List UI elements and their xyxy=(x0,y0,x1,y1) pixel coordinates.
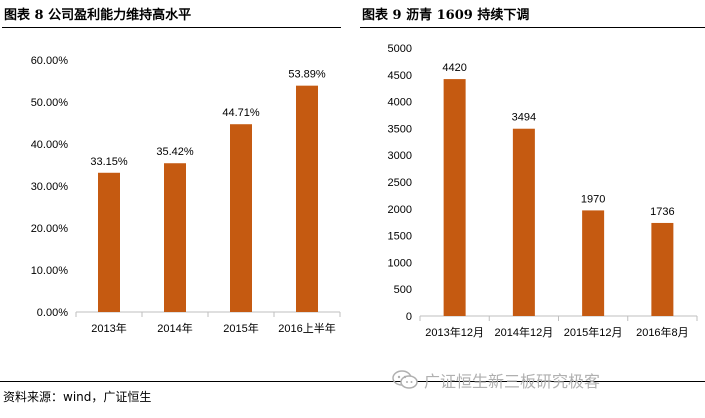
source-note: 资料来源：wind，广证恒生 xyxy=(3,390,152,404)
left-chart-bar xyxy=(98,172,120,312)
left-chart-y-tick-label: 40.00% xyxy=(31,139,69,151)
right-chart-y-tick-label: 3500 xyxy=(388,123,412,135)
right-chart-y-tick-label: 1000 xyxy=(388,257,412,269)
watermark-text: 广证恒生新三板研究极客 xyxy=(424,372,601,391)
left-chart-x-tick-label: 2014年 xyxy=(157,321,192,335)
right-chart-bar xyxy=(512,128,535,316)
left-chart-bar xyxy=(296,85,318,312)
figure-8-title: 图表 8 公司盈利能力维持高水平 xyxy=(4,8,192,23)
right-chart-data-label: 1970 xyxy=(581,193,605,205)
right-chart-y-tick-label: 2000 xyxy=(388,204,412,216)
right-chart-bar xyxy=(443,79,466,316)
left-chart-x-tick-label: 2013年 xyxy=(91,321,126,335)
right-chart-bar xyxy=(651,222,674,316)
right-chart-x-tick-label: 2016年8月 xyxy=(636,325,689,339)
asphalt-price-bar-chart: 0 500 1000 1500 2000 2500 3000 3500 4000 4500 5000… xyxy=(388,43,698,339)
wechat-icon xyxy=(392,370,418,389)
watermark: 广证恒生新三板研究极客 xyxy=(392,368,600,392)
right-chart-x-tick-label: 2014年12月 xyxy=(495,325,554,339)
left-chart-y-tick-label: 20.00% xyxy=(31,223,69,235)
right-chart-data-label: 3494 xyxy=(512,112,536,124)
right-chart-data-label: 4420 xyxy=(442,62,466,74)
left-chart-data-label: 35.42% xyxy=(156,146,194,158)
left-chart-bar xyxy=(230,124,252,312)
right-chart-y-tick-label: 1500 xyxy=(388,231,412,243)
title-underline-left xyxy=(2,27,341,28)
left-chart-y-tick-label: 60.00% xyxy=(31,55,69,67)
left-chart-y-tick-label: 30.00% xyxy=(31,181,69,193)
right-chart-y-tick-label: 2500 xyxy=(388,177,412,189)
left-chart-data-label: 53.89% xyxy=(288,69,326,81)
right-chart-x-tick-label: 2015年12月 xyxy=(564,325,623,339)
right-chart-y-tick-label: 4500 xyxy=(388,70,412,82)
left-chart-y-tick-label: 50.00% xyxy=(31,97,69,109)
left-chart-bar xyxy=(164,163,186,312)
right-chart-y-tick-label: 3000 xyxy=(388,150,412,162)
title-underline-right xyxy=(360,27,705,28)
left-chart-x-tick-label: 2016上半年 xyxy=(278,321,335,335)
right-chart-y-tick-label: 5000 xyxy=(388,43,412,55)
footer-rule xyxy=(0,381,705,382)
left-chart-data-label: 44.71% xyxy=(222,107,260,119)
right-chart-y-tick-label: 0 xyxy=(406,311,412,323)
right-chart-x-tick-label: 2013年12月 xyxy=(425,325,484,339)
right-chart-y-tick-label: 500 xyxy=(394,284,412,296)
left-chart-x-tick-label: 2015年 xyxy=(223,321,258,335)
left-chart-data-label: 33.15% xyxy=(90,156,128,168)
left-chart-y-tick-label: 0.00% xyxy=(37,307,68,319)
right-chart-bar xyxy=(582,210,605,316)
right-chart-data-label: 1736 xyxy=(650,206,674,218)
left-chart-y-tick-label: 10.00% xyxy=(31,265,69,277)
profitability-bar-chart: 0.00% 10.00% 20.00% 30.00% 40.00% 50.00% 60.00… xyxy=(31,55,341,335)
figure-9-title: 图表 9 沥青 1609 持续下调 xyxy=(362,8,530,23)
right-chart-y-tick-label: 4000 xyxy=(388,97,412,109)
